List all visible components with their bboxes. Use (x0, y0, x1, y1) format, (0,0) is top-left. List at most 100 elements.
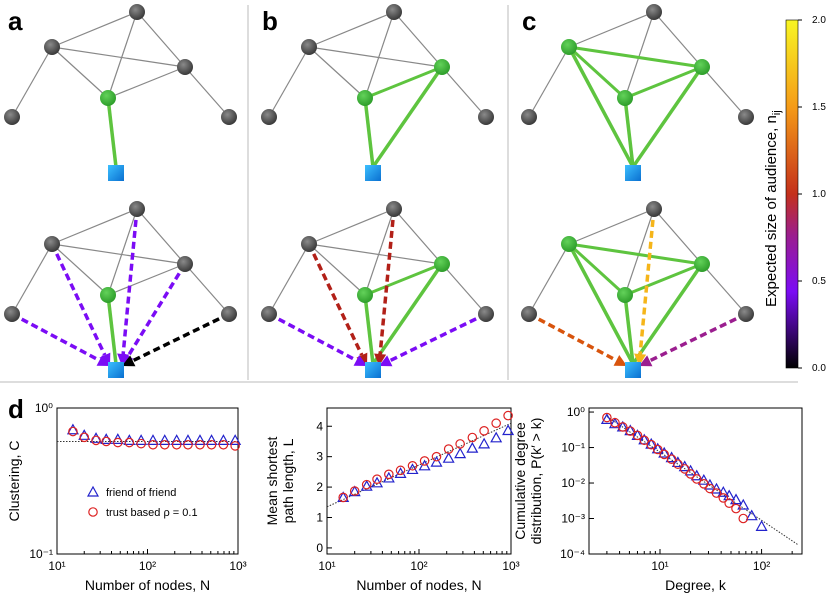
data-point-circle (491, 418, 501, 429)
data-point-triangle (608, 417, 621, 429)
network-a-top (4, 4, 237, 181)
colorbar-tick-0: 0.0 (812, 363, 826, 374)
data-point-circle (384, 469, 394, 480)
network-edge (364, 11, 395, 99)
network-edge (653, 208, 703, 265)
network-b-bottom (261, 201, 494, 378)
data-point-circle (148, 439, 158, 450)
network-edge (308, 243, 443, 265)
y-axis-label-line2: path length, L (280, 438, 296, 523)
data-point-circle (206, 439, 217, 450)
network-edge (441, 66, 487, 118)
data-point-circle (455, 439, 465, 449)
data-point-circle (113, 437, 123, 448)
trusted-node (357, 287, 373, 303)
audience-arrow (378, 208, 396, 355)
network-edge (308, 46, 443, 68)
data-point-triangle (360, 479, 373, 491)
data-point-circle (718, 493, 729, 503)
network-node (386, 201, 402, 217)
data-point-circle (171, 439, 182, 450)
network-node (386, 4, 402, 20)
network-node (129, 4, 145, 20)
data-point-triangle (90, 432, 103, 443)
audience-arrow (268, 312, 358, 362)
network-edge (528, 46, 570, 118)
data-point-triangle (466, 441, 479, 453)
legend-label-trust-based: trust based ρ = 0.1 (106, 507, 198, 519)
reference-line (326, 422, 512, 508)
network-edge (136, 208, 186, 265)
data-point-triangle (737, 498, 750, 510)
data-point-circle (395, 465, 406, 476)
x-tick-label: 10³ (229, 559, 246, 573)
network-node (221, 306, 237, 322)
panel-label-b: b (262, 6, 278, 36)
data-point-triangle (755, 520, 768, 531)
network-edge-to-target (567, 46, 635, 168)
network-node (221, 109, 237, 125)
data-point-triangle (454, 447, 467, 459)
chart-frame (326, 407, 512, 555)
audience-arrowhead (122, 355, 136, 367)
network-a-bottom (4, 201, 237, 378)
data-point-triangle (430, 455, 443, 467)
data-point-circle (639, 435, 650, 446)
network-edge (624, 262, 703, 297)
data-point-circle (659, 449, 670, 460)
data-point-triangle (638, 433, 651, 445)
data-point-circle (738, 513, 749, 524)
network-edge (51, 11, 138, 48)
y-tick-label: 10⁰ (567, 405, 585, 419)
x-tick-label: 10² (753, 559, 770, 573)
data-point-circle (652, 444, 663, 455)
series-friend-of-friend (337, 424, 515, 503)
data-point-triangle (170, 434, 183, 445)
audience-arrowhead (353, 355, 367, 366)
network-edge (107, 208, 138, 296)
network-edge (51, 208, 138, 245)
audience-arrowhead (613, 355, 627, 366)
y-tick-label: 10⁻¹ (29, 547, 53, 561)
network-edge-to-target (106, 294, 118, 365)
data-point-circle (218, 439, 229, 450)
network-edge (107, 263, 186, 296)
panel-label-c: c (522, 6, 536, 36)
network-edge (567, 45, 627, 100)
network-edge (11, 46, 53, 118)
y-tick-label: 2 (316, 480, 323, 494)
data-point-circle (195, 439, 205, 450)
data-point-circle (679, 464, 690, 474)
network-edge (308, 243, 366, 296)
data-point-circle (183, 439, 193, 450)
network-edge (567, 242, 627, 297)
network-edge (308, 208, 395, 245)
network-edge (364, 262, 443, 297)
trusted-node (694, 59, 710, 75)
data-point-triangle (658, 446, 671, 458)
audience-arrowhead (634, 353, 647, 366)
data-point-circle (349, 486, 360, 496)
network-node (261, 109, 277, 125)
data-point-circle (101, 436, 112, 447)
trusted-node (561, 39, 577, 55)
data-point-circle (91, 435, 101, 446)
legend-label-friend-of-friend: friend of friend (106, 487, 176, 499)
data-point-circle (685, 469, 696, 479)
data-point-circle (711, 488, 722, 498)
data-point-triangle (745, 509, 758, 521)
x-tick-label: 10¹ (318, 559, 335, 573)
chart-2: 10¹ 10² 10³ 0 1 2 3 4 Number of nodes, N Mean sho… (264, 407, 520, 593)
network-node (301, 39, 317, 55)
data-point-circle (467, 432, 478, 443)
data-point-triangle (217, 434, 230, 445)
data-point-triangle (100, 433, 113, 444)
network-edge (51, 46, 109, 99)
target-node (625, 165, 641, 181)
network-node (521, 306, 537, 322)
data-point-triangle (193, 434, 206, 445)
network-edge (701, 263, 747, 315)
network-edge (568, 11, 655, 48)
audience-arrow (389, 312, 487, 363)
trusted-node (434, 59, 450, 75)
